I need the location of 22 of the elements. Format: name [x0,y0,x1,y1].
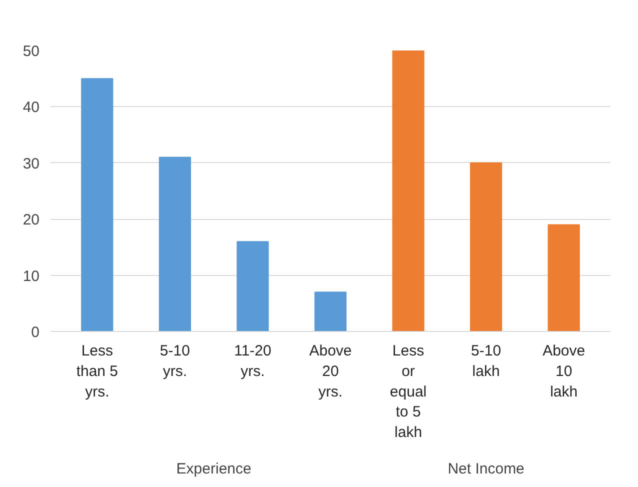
y-tick-label: 30 [22,155,40,172]
bar [314,292,347,332]
bar [158,156,191,332]
x-tick-label: Less or equal to 5 lakh [390,342,427,442]
x-tick-label: Above 10 lakh [542,342,586,400]
bar [392,50,424,332]
y-tick-label: 40 [22,99,40,116]
x-tick-label: Above 20 yrs. [309,342,352,400]
bar [236,241,269,332]
x-tick-label: 5-10 yrs. [160,342,190,380]
x-tick-label: Less than 5 yrs. [76,342,118,400]
y-tick-label: 20 [22,212,40,229]
bar [81,78,114,332]
text: Experience [176,460,252,478]
y-tick-label: 50 [22,43,40,60]
y-tick-label: 10 [22,268,40,285]
bar [470,162,502,332]
y-tick-label: 0 [31,324,40,341]
x-tick-label: 11-20 yrs. [234,342,272,380]
bar [548,224,580,332]
x-tick-label: 5-10 lakh [471,342,502,380]
text: Net Income [448,460,524,478]
